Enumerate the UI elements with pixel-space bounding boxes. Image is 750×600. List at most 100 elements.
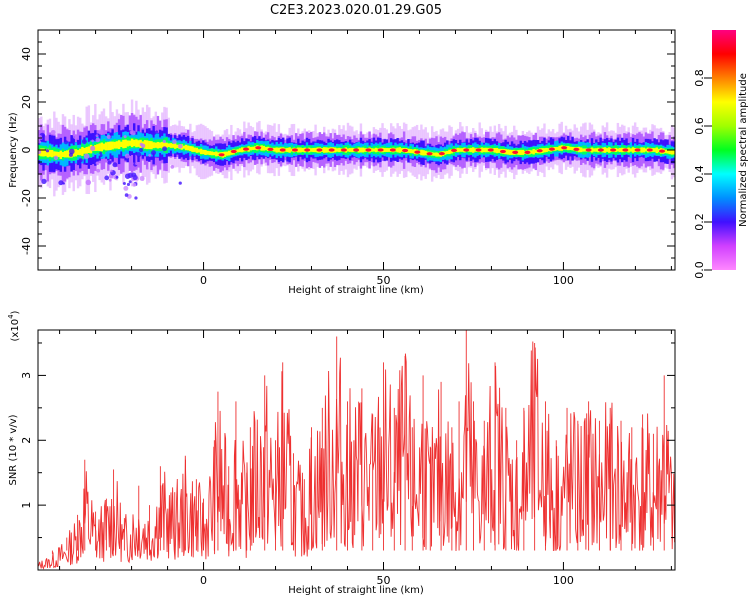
spectral-cell	[46, 148, 50, 158]
spectral-cell	[83, 147, 86, 154]
spectral-cell	[396, 147, 399, 153]
spectral-cell	[370, 148, 373, 152]
spectral-cell	[508, 149, 512, 155]
spectral-cell	[215, 151, 218, 157]
spectrogram-panel: 0 50 100 40 20 0 -20 -40 Height of straight lin…	[8, 29, 676, 296]
spectral-cell	[653, 148, 656, 152]
spectrogram-y-axis-label: Frequency (Hz)	[8, 112, 19, 188]
spectral-scatter	[146, 167, 149, 170]
spectral-peak	[573, 147, 580, 151]
spectral-peak	[340, 148, 347, 152]
colorbar-gradient	[712, 30, 736, 270]
spectral-cell	[582, 148, 585, 152]
spectral-peak	[499, 149, 506, 154]
spectral-peak	[524, 150, 531, 154]
spectral-scatter	[95, 161, 99, 165]
spectral-scatter	[107, 160, 112, 165]
spectral-scatter	[178, 181, 182, 185]
spectral-cell	[534, 149, 538, 154]
spectral-cell	[61, 152, 65, 157]
spectral-cell	[493, 148, 497, 153]
spectral-peak	[304, 148, 311, 152]
colorbar-tick-label: 0.4	[693, 165, 706, 183]
spectral-cell	[385, 148, 389, 152]
spectral-peak	[585, 148, 592, 152]
spectral-cell	[297, 147, 300, 153]
spectral-cell	[161, 141, 164, 149]
spectral-cell	[446, 150, 449, 155]
spectral-cell	[50, 150, 54, 158]
spectral-peak	[279, 148, 286, 152]
spectral-scatter	[162, 139, 166, 144]
spectral-cell	[556, 147, 559, 151]
spectral-scatter	[96, 168, 101, 173]
spectral-peak	[610, 148, 617, 152]
spectral-cell	[208, 151, 211, 156]
spectral-peak	[255, 146, 262, 150]
spectral-cell	[236, 149, 240, 153]
colorbar: 0.0 0.2 0.4 0.6 0.8 Normalized spectral ampl…	[693, 30, 749, 279]
spectral-scatter	[68, 152, 73, 157]
spectral-peak	[316, 148, 323, 152]
spectral-cell	[55, 151, 58, 157]
spectral-cell	[277, 147, 281, 153]
spectral-peak	[389, 148, 396, 152]
spectral-cell	[327, 147, 330, 153]
spectral-scatter	[99, 154, 103, 157]
spectral-cell	[169, 143, 173, 148]
spectral-scatter	[150, 130, 157, 136]
spectral-cell	[109, 141, 112, 151]
spectral-cell	[420, 149, 423, 156]
spectral-cell	[409, 149, 412, 154]
spectral-cell	[100, 142, 104, 152]
spectral-scatter	[83, 153, 90, 159]
spectral-cell	[126, 140, 129, 147]
spectral-cell	[459, 148, 462, 152]
spectral-cell	[579, 147, 583, 153]
spectral-cell	[621, 147, 624, 153]
spectral-cell	[383, 147, 386, 153]
spectrogram-y-tick-label: -40	[20, 237, 33, 255]
spectral-peak	[451, 148, 458, 152]
spectral-cell	[63, 151, 67, 158]
spectral-cell	[424, 150, 427, 156]
spectral-scatter	[162, 146, 168, 152]
spectral-peak	[659, 149, 666, 153]
spectral-scatter	[38, 149, 42, 155]
snr-x-tick-label: 100	[553, 574, 574, 587]
snr-y-axis-label: SNR (10 * v/v)	[8, 414, 19, 485]
spectral-peak	[243, 147, 250, 151]
spectrogram-x-axis-label: Height of straight line (km)	[288, 285, 424, 296]
spectrogram-y-tick-label: 20	[20, 95, 33, 109]
spectral-cell	[154, 142, 158, 148]
spectral-peak	[402, 148, 409, 153]
spectral-cell	[301, 147, 304, 153]
spectral-scatter	[126, 182, 131, 187]
spectrogram-x-tick-label: 50	[376, 274, 390, 287]
spectral-cell	[666, 149, 669, 154]
spectral-scatter	[130, 130, 136, 136]
spectral-cell	[202, 149, 205, 155]
spectral-cell	[312, 147, 315, 153]
spectral-scatter	[58, 180, 64, 186]
spectral-cell	[469, 147, 473, 153]
spectral-cell	[437, 153, 440, 157]
spectral-cell	[364, 148, 367, 152]
spectral-cell	[592, 148, 596, 152]
spectral-cell	[325, 147, 328, 153]
spectral-cell	[290, 148, 294, 152]
snr-panel: 0 50 100 1 2 3 Height of straight line (km) S…	[7, 310, 676, 596]
spectral-cell	[191, 146, 194, 152]
spectral-cell	[174, 143, 177, 149]
spectral-peak	[622, 148, 629, 152]
spectral-cell	[286, 147, 289, 153]
spectral-cell	[517, 149, 520, 155]
spectral-cell	[74, 149, 78, 157]
spectral-scatter	[110, 169, 113, 173]
spectral-cell	[558, 145, 561, 151]
snr-x-tick-label: 0	[200, 574, 207, 587]
spectral-cell	[40, 148, 43, 157]
spectral-cell	[199, 148, 203, 155]
spectral-cell	[238, 148, 242, 153]
spectral-cell	[543, 148, 546, 153]
